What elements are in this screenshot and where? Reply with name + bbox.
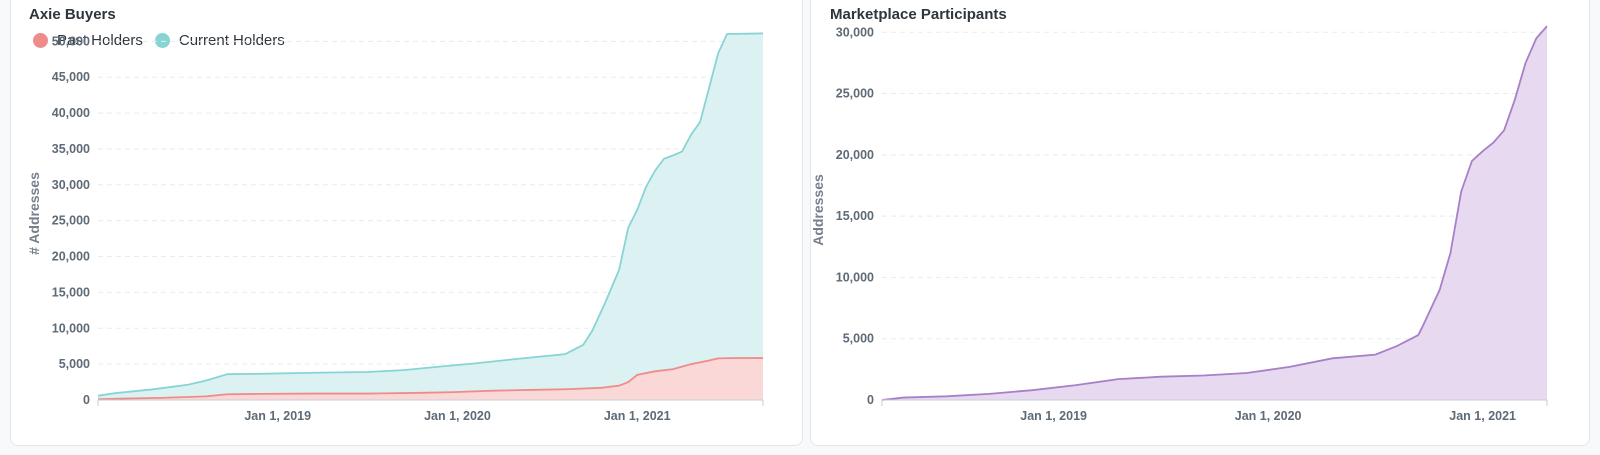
marketplace-participants-line	[881, 25, 1548, 401]
legend-item-current-holders[interactable]: Current Holders	[154, 32, 285, 49]
current-holders-line	[97, 32, 764, 397]
y-tick-label: 30,000	[52, 178, 90, 192]
current-holders-area	[98, 33, 763, 400]
legend-item-past-holders[interactable]: Past Holders	[33, 32, 143, 49]
y-tick-label: 15,000	[836, 209, 874, 223]
x-tick-label: Jan 1, 2021	[1449, 409, 1516, 423]
marketplace-participants-chart: 0 5,000 10,000 15,000 20,000 25,000 30,000 Jan …	[811, 25, 1548, 423]
y-tick-label: 50,000	[52, 34, 90, 48]
y-tick-label: 45,000	[52, 70, 90, 84]
x-tick-label: Jan 1, 2020	[424, 409, 491, 423]
y-tick-label: 25,000	[52, 214, 90, 228]
y-tick-label: 25,000	[836, 87, 874, 101]
x-tick-label: Jan 1, 2019	[244, 409, 311, 423]
current-holders-swatch	[154, 33, 170, 48]
axie-buyers-card: Axie Buyers Past Holders Current Holders…	[10, 0, 803, 446]
axie-buyers-title: Axie Buyers	[29, 6, 116, 23]
y-tick-label: 30,000	[836, 25, 874, 39]
y-tick-label: 20,000	[52, 250, 90, 264]
y-tick-label: 15,000	[52, 285, 90, 299]
y-axis-title: # Addresses	[26, 172, 42, 255]
marketplace-participants-title: Marketplace Participants	[830, 6, 1007, 23]
y-tick-label: 0	[83, 393, 90, 407]
y-tick-label: 40,000	[52, 106, 90, 120]
y-tick-label: 35,000	[52, 142, 90, 156]
y-tick-label: 0	[867, 393, 874, 407]
past-holders-line	[97, 357, 763, 401]
x-tick-label: Jan 1, 2019	[1020, 409, 1087, 423]
past-holders-swatch	[33, 33, 48, 48]
x-tick-label: Jan 1, 2020	[1235, 409, 1302, 423]
axie-buyers-legend: Past Holders Current Holders	[33, 32, 297, 49]
y-tick-label: 10,000	[836, 270, 874, 284]
y-axis-title: Addresses	[811, 174, 826, 246]
y-tick-label: 5,000	[843, 332, 874, 346]
marketplace-participants-area	[882, 26, 1547, 401]
y-tick-label: 10,000	[52, 321, 90, 335]
y-tick-label: 20,000	[836, 148, 874, 162]
y-tick-label: 5,000	[59, 357, 90, 371]
x-tick-label: Jan 1, 2021	[604, 409, 671, 423]
legend-label-current-holders: Current Holders	[178, 32, 285, 49]
marketplace-participants-card: Marketplace Participants 0 5,000 10,000 15,…	[810, 0, 1590, 446]
axie-buyers-chart: 0 5,000 10,000 15,000 20,000 25,000 30,000 35,0…	[26, 32, 764, 423]
legend-label-past-holders: Past Holders	[57, 32, 143, 49]
past-holders-area	[98, 358, 763, 400]
